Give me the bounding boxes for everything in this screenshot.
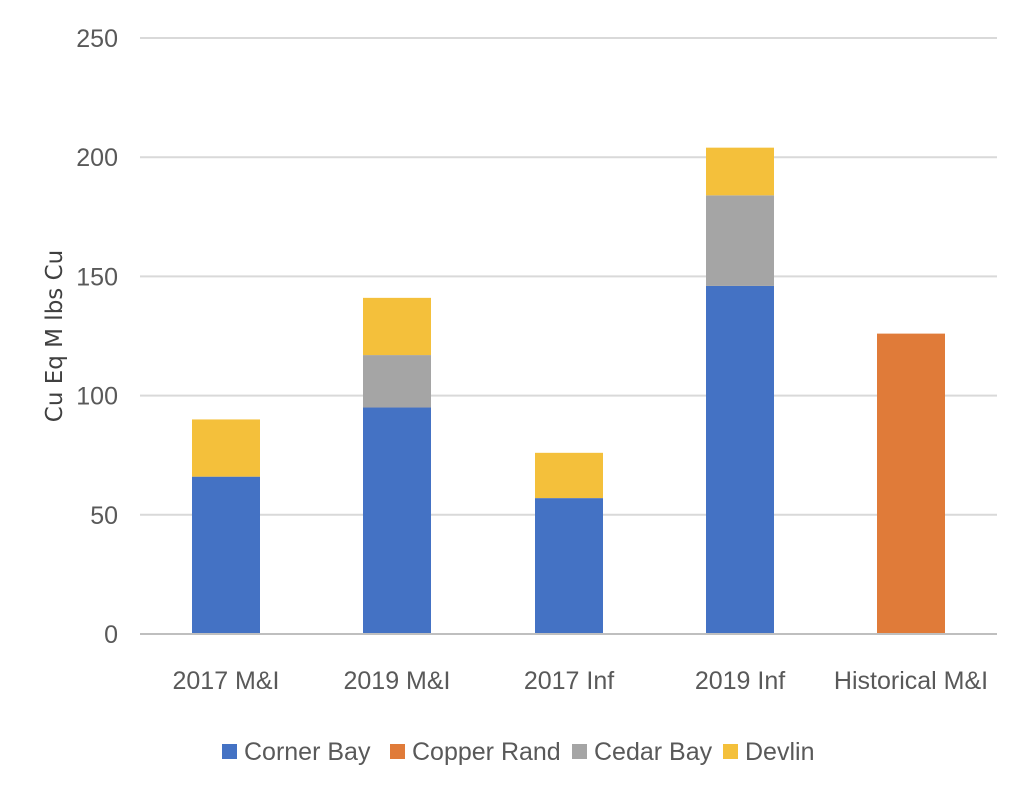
legend-label: Corner Bay <box>244 738 371 766</box>
y-tick-label: 250 <box>76 25 118 53</box>
bar-copper-rand <box>877 333 945 634</box>
bar-cedar-bay <box>706 195 774 286</box>
legend-item-copper-rand: Copper Rand <box>390 738 561 766</box>
bar-devlin <box>192 419 260 477</box>
bar-corner-bay <box>535 498 603 634</box>
gridlines <box>140 37 997 516</box>
y-tick-label: 100 <box>76 383 118 411</box>
x-tick-label: 2017 M&I <box>172 667 279 695</box>
bar-devlin <box>363 297 431 356</box>
bars <box>192 147 945 634</box>
y-axis-ticks: 0 50 100 150 200 250 <box>76 25 118 649</box>
bar-corner-bay <box>363 407 431 634</box>
x-tick-label: 2019 Inf <box>695 667 785 695</box>
legend-swatch <box>572 744 587 759</box>
legend: Corner Bay Copper Rand Cedar Bay Devlin <box>222 738 814 766</box>
legend-label: Cedar Bay <box>594 738 713 766</box>
bar-devlin <box>706 147 774 196</box>
y-tick-label: 150 <box>76 263 118 291</box>
x-tick-label: Historical M&I <box>834 667 988 695</box>
y-tick-label: 200 <box>76 144 118 172</box>
x-tick-label: 2019 M&I <box>343 667 450 695</box>
legend-swatch <box>222 744 237 759</box>
x-axis-ticks: 2017 M&I 2019 M&I 2017 Inf 2019 Inf Historic… <box>172 667 988 695</box>
legend-label: Copper Rand <box>412 738 561 766</box>
legend-label: Devlin <box>745 738 814 766</box>
legend-item-devlin: Devlin <box>723 738 814 766</box>
bar-devlin <box>535 452 603 499</box>
y-tick-label: 50 <box>90 502 118 530</box>
legend-item-cedar-bay: Cedar Bay <box>572 738 713 766</box>
legend-swatch <box>390 744 405 759</box>
x-tick-label: 2017 Inf <box>524 667 614 695</box>
y-tick-label: 0 <box>104 621 118 649</box>
y-axis-title: Cu Eq M lbs Cu <box>42 250 68 422</box>
bar-cedar-bay <box>363 355 431 408</box>
bar-corner-bay <box>706 285 774 634</box>
bar-corner-bay <box>192 476 260 634</box>
legend-item-corner-bay: Corner Bay <box>222 738 371 766</box>
legend-swatch <box>723 744 738 759</box>
